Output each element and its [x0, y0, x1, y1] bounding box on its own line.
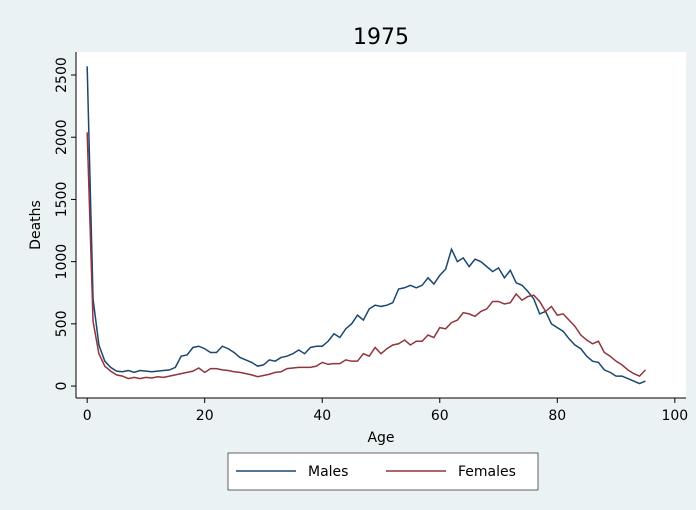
plot-area: [76, 52, 686, 398]
x-tick-label: 100: [661, 408, 688, 424]
y-tick-label: 500: [54, 310, 70, 337]
y-tick-label: 2000: [54, 119, 70, 155]
y-axis-title: Deaths: [28, 200, 44, 250]
x-tick-label: 80: [548, 408, 566, 424]
chart-title: 1975: [353, 25, 409, 50]
y-tick-label: 1500: [54, 182, 70, 218]
y-tick-label: 1000: [54, 244, 70, 280]
x-tick-label: 60: [431, 408, 449, 424]
line-series: [86, 66, 646, 385]
x-axis-title: Age: [367, 430, 394, 446]
legend-label: Females: [458, 464, 516, 480]
line-series: [86, 132, 646, 380]
y-tick-label: 0: [54, 382, 70, 391]
x-tick-label: 20: [196, 408, 214, 424]
x-tick-label: 0: [83, 408, 92, 424]
legend-label: Males: [308, 464, 348, 480]
y-tick-label: 2500: [54, 57, 70, 93]
x-tick-label: 40: [313, 408, 331, 424]
